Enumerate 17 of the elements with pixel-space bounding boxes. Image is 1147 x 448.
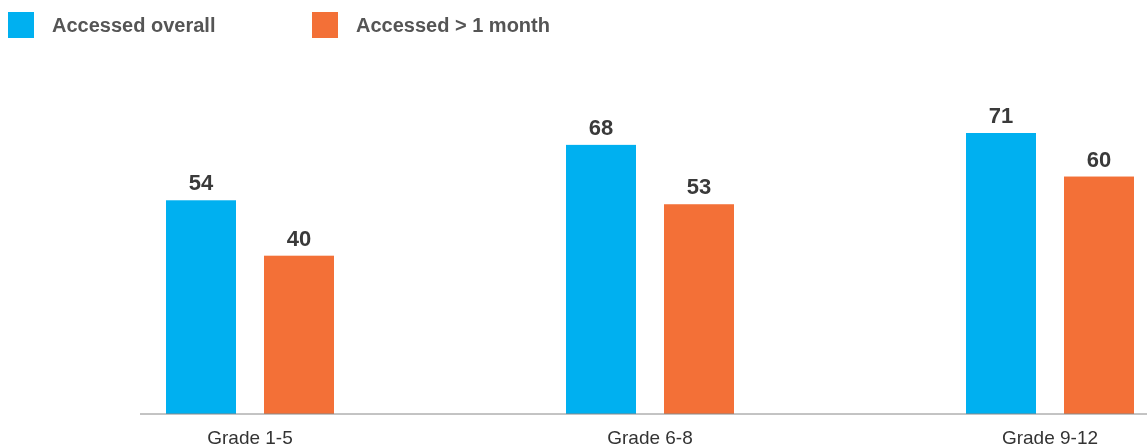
- data-label: 71: [988, 103, 1014, 128]
- data-label: 53: [686, 174, 712, 200]
- x-tick-label: Grade 9-12: [1001, 427, 1099, 448]
- x-tick-label: Grade 6-8: [607, 427, 693, 448]
- bar: [664, 204, 734, 414]
- x-tick-label: Grade 1-5: [207, 427, 293, 448]
- data-label: 40: [286, 225, 312, 251]
- bar: [566, 144, 636, 414]
- legend-label: Accessed overall: [52, 14, 216, 36]
- legend-label: Accessed > 1 month: [356, 14, 550, 36]
- bar: [166, 200, 236, 414]
- bar: [1064, 176, 1134, 414]
- data-label: 68: [588, 114, 614, 140]
- data-label: 54: [188, 170, 214, 196]
- bar: [966, 133, 1036, 414]
- data-label: 60: [1086, 146, 1112, 172]
- bar: [264, 255, 334, 414]
